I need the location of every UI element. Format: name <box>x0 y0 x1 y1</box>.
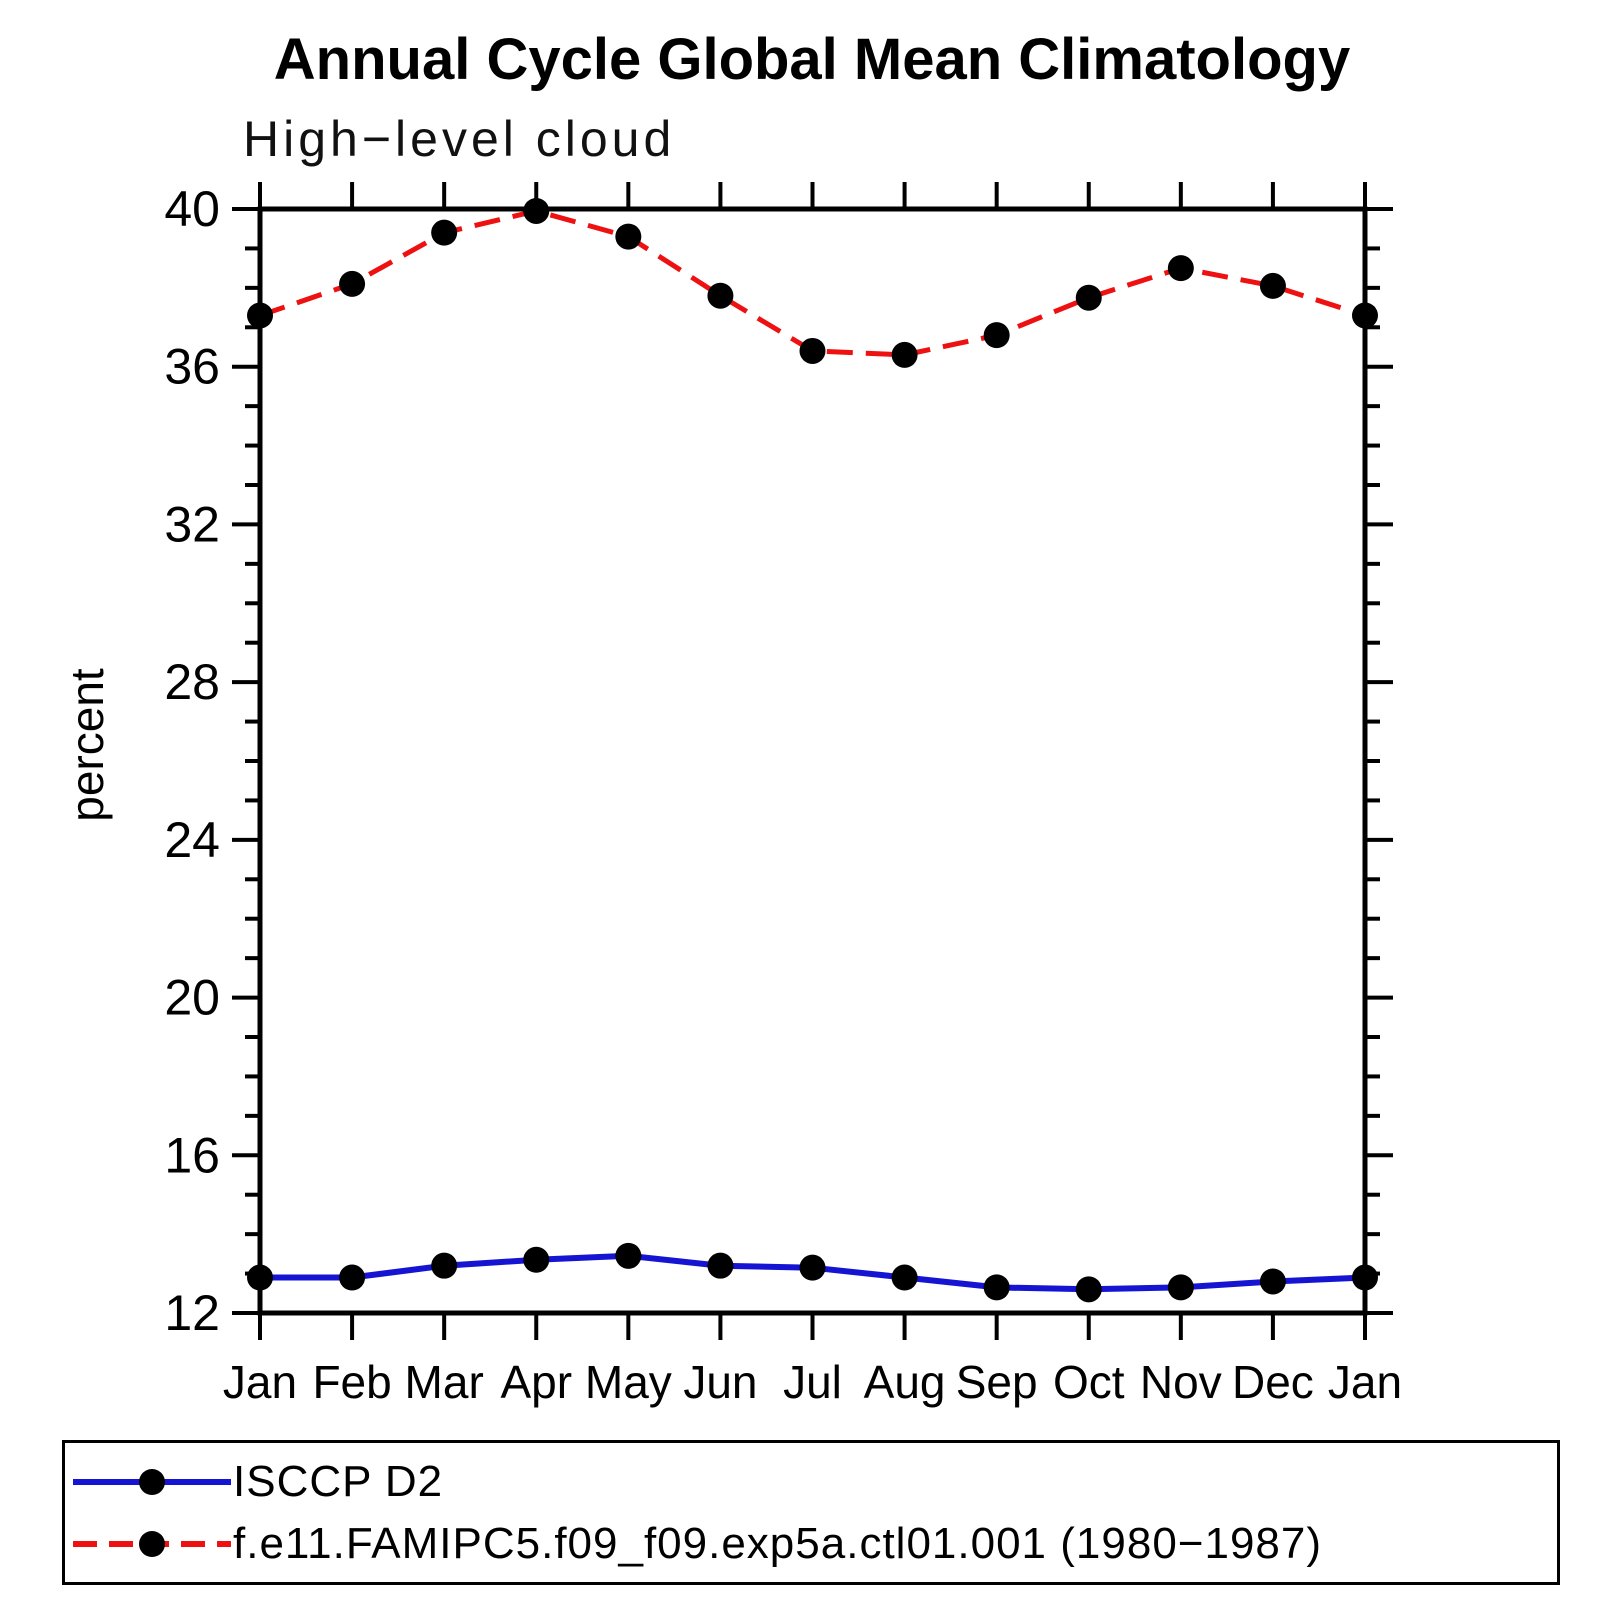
x-tick-label-may: May <box>585 1356 672 1408</box>
plot-frame <box>257 206 1368 1316</box>
legend-line-sample-dashed <box>73 1530 231 1557</box>
data-point-isccp-d2-jan <box>247 1264 273 1291</box>
legend-label-model: f.e11.FAMIPC5.f09_f09.exp5a.ctl01.001 (1… <box>233 1518 1323 1568</box>
data-point-isccp-d2-nov <box>1167 1274 1194 1301</box>
data-point-model-jan <box>247 302 273 329</box>
x-tick-label-nov: Nov <box>1140 1356 1222 1408</box>
y-tick-label-40: 40 <box>164 181 220 237</box>
data-point-isccp-d2-dec <box>1259 1268 1286 1295</box>
data-point-isccp-d2-apr <box>523 1246 550 1273</box>
y-tick-label-20: 20 <box>164 970 220 1026</box>
x-tick-label-aug: Aug <box>864 1356 946 1408</box>
data-point-model-aug <box>891 341 918 368</box>
data-point-isccp-d2-mar <box>431 1252 458 1279</box>
data-point-isccp-d2-feb <box>339 1264 366 1291</box>
data-point-model-sep <box>983 322 1010 349</box>
data-point-isccp-d2-oct <box>1075 1276 1102 1303</box>
y-tick-label-32: 32 <box>164 496 220 552</box>
data-point-model-nov <box>1167 255 1194 282</box>
data-point-model-dec <box>1259 272 1286 299</box>
data-point-isccp-d2-jun <box>707 1252 734 1279</box>
data-point-model-oct <box>1075 284 1102 311</box>
y-tick-label-12: 12 <box>164 1285 220 1341</box>
legend-line-sample-solid <box>73 1468 231 1495</box>
data-point-model-mar <box>431 219 458 246</box>
data-point-model-jan-2 <box>1352 302 1378 329</box>
x-tick-label-feb: Feb <box>312 1356 391 1408</box>
data-point-isccp-d2-may <box>615 1242 642 1269</box>
data-point-isccp-d2-sep <box>983 1274 1010 1301</box>
chart-subtitle: High−level cloud <box>243 111 676 167</box>
x-tick-label-apr: Apr <box>500 1356 572 1408</box>
series-line-model <box>259 208 1366 358</box>
legend-label-isccp-d2: ISCCP D2 <box>233 1456 444 1506</box>
x-tick-label-jun: Jun <box>683 1356 757 1408</box>
x-tick-label-dec: Dec <box>1232 1356 1314 1408</box>
chart-title: Annual Cycle Global Mean Climatology <box>273 27 1351 92</box>
y-tick-label-24: 24 <box>164 812 220 868</box>
legend-item-isccp-d2: ISCCP D2 <box>65 1456 1557 1506</box>
data-point-model-may <box>615 223 642 250</box>
data-point-model-feb <box>339 270 366 297</box>
y-tick-label-16: 16 <box>164 1127 220 1183</box>
x-tick-label-sep: Sep <box>956 1356 1038 1408</box>
y-tick-label-28: 28 <box>164 654 220 710</box>
x-tick-label-jul: Jul <box>783 1356 842 1408</box>
data-point-model-jun <box>707 282 734 309</box>
legend-box: ISCCP D2 f.e11.FAMIPC5.f09_f09.exp5a.ctl… <box>62 1440 1560 1585</box>
x-tick-label-jan-2: Jan <box>1328 1356 1402 1408</box>
x-tick-label-oct: Oct <box>1053 1356 1125 1408</box>
x-tick-label-mar: Mar <box>405 1356 484 1408</box>
legend-item-model: f.e11.FAMIPC5.f09_f09.exp5a.ctl01.001 (1… <box>65 1518 1557 1568</box>
y-axis-label: percent <box>61 668 113 822</box>
x-tick-label-jan: Jan <box>223 1356 297 1408</box>
y-tick-label-36: 36 <box>164 339 220 395</box>
data-point-isccp-d2-aug <box>891 1264 918 1291</box>
data-point-model-apr <box>523 197 550 224</box>
data-point-model-jul <box>799 337 826 364</box>
plot-area: Jan Feb Mar Apr May Jun Jul Aug Sep Oct Nov Dec Jan1… <box>61 181 1402 1408</box>
data-point-isccp-d2-jul <box>799 1254 826 1281</box>
data-point-isccp-d2-jan-2 <box>1352 1264 1378 1291</box>
